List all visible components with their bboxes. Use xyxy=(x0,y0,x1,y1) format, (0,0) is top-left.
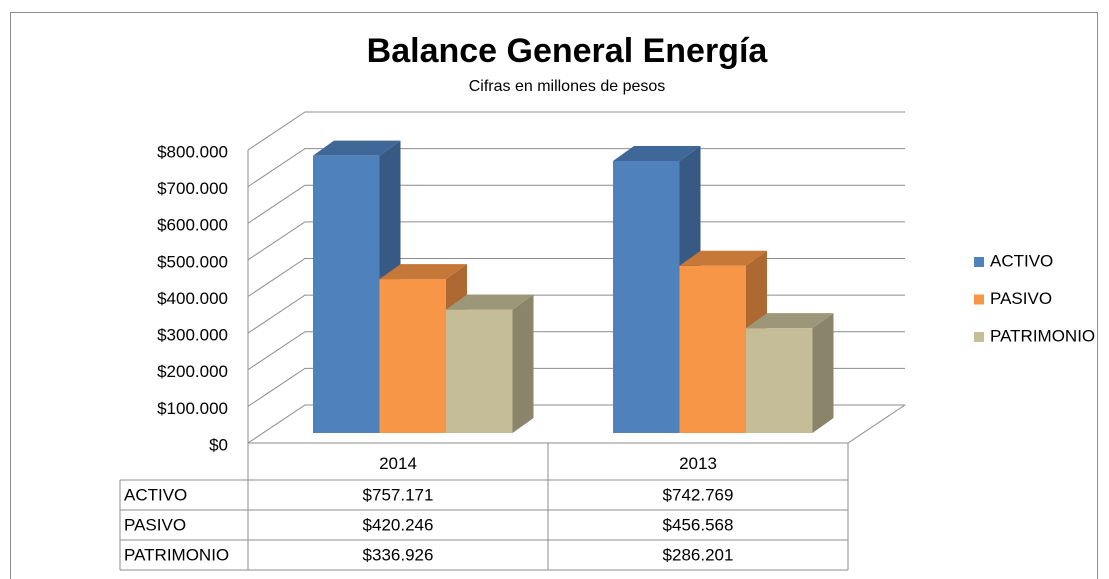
table-value: $286.201 xyxy=(663,545,734,564)
table-value: $456.568 xyxy=(663,515,734,534)
legend-label: ACTIVO xyxy=(990,251,1053,270)
x-tick-label: 2014 xyxy=(379,454,417,473)
bar xyxy=(446,294,534,433)
grid-line xyxy=(247,111,905,151)
x-tick-label: 2013 xyxy=(679,454,717,473)
table-row-label: PASIVO xyxy=(124,515,186,534)
legend-swatch xyxy=(974,332,984,342)
y-tick-label: $100.000 xyxy=(157,399,228,418)
table-value: $742.769 xyxy=(663,485,734,504)
bar-top xyxy=(613,145,701,161)
bar-front xyxy=(613,160,680,433)
y-tick-label: $800.000 xyxy=(157,142,228,161)
bar-top xyxy=(313,140,401,156)
bar-top xyxy=(679,250,767,266)
bar-front xyxy=(679,265,746,433)
legend-swatch xyxy=(974,294,984,305)
legend-label: PATRIMONIO xyxy=(990,326,1095,345)
y-tick-label: $400.000 xyxy=(157,289,228,308)
y-tick-label: $0 xyxy=(209,435,228,454)
y-tick-label: $200.000 xyxy=(157,362,228,381)
y-tick-label: $600.000 xyxy=(157,216,228,235)
chart-frame xyxy=(10,12,1098,579)
bar-top xyxy=(746,313,834,329)
grid-line xyxy=(247,148,905,188)
y-tick-label: $300.000 xyxy=(157,326,228,345)
bar-side xyxy=(512,294,534,433)
bar-front xyxy=(446,309,513,433)
legend-swatch xyxy=(974,257,984,267)
table-value: $420.246 xyxy=(363,515,434,534)
table-value: $757.171 xyxy=(363,485,434,504)
chart-title: Balance General Energía xyxy=(367,32,769,70)
legend-label: PASIVO xyxy=(990,289,1052,308)
chart-subtitle: Cifras en millones de pesos xyxy=(469,78,666,95)
table-value: $336.926 xyxy=(363,545,434,564)
bar-front xyxy=(746,328,813,433)
bar-side xyxy=(812,313,834,433)
y-tick-label: $700.000 xyxy=(157,179,228,198)
bar-front xyxy=(313,155,380,433)
y-tick-label: $500.000 xyxy=(157,252,228,271)
grid-line xyxy=(247,184,905,224)
bar-top xyxy=(379,264,467,280)
table-row-label: PATRIMONIO xyxy=(124,545,229,564)
bar-front xyxy=(379,279,446,433)
bar-top xyxy=(446,294,534,310)
bar xyxy=(746,313,834,433)
grid-line xyxy=(247,221,905,261)
table-row-label: ACTIVO xyxy=(124,485,187,504)
